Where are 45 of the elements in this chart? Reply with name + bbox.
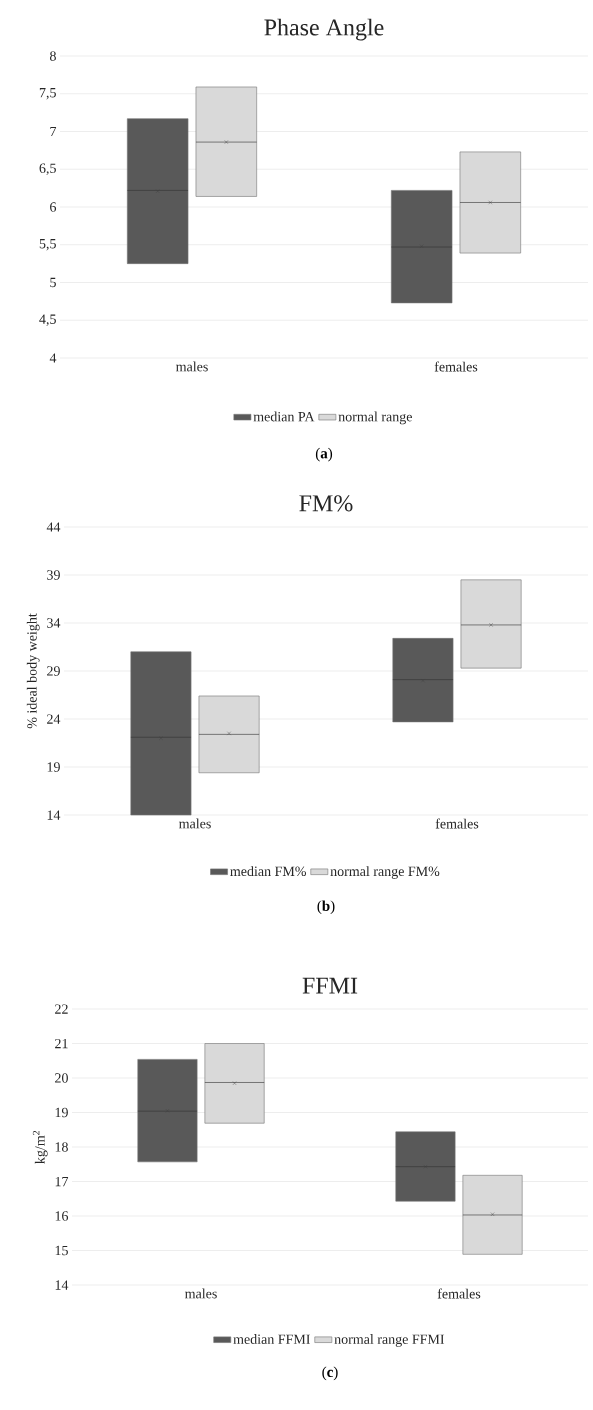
x-tick-label: males: [175, 361, 208, 372]
x-tick-label: males: [184, 1288, 217, 1299]
text: (c): [322, 1366, 338, 1381]
legend-label: normal range FFMI: [334, 1334, 445, 1347]
legend-label: median PA: [253, 411, 315, 422]
chart-title: Phase Angle: [264, 18, 384, 41]
y-tick-label: 17: [55, 1176, 69, 1187]
y-tick-label: 34: [47, 618, 61, 628]
y-tick-label: 44: [46, 522, 61, 532]
chart-title: FFMI: [302, 977, 358, 994]
y-tick-label: 4,5: [39, 314, 56, 326]
chart-title: FM%: [299, 495, 353, 512]
y-tick-label: 5,5: [39, 239, 56, 251]
x-tick-label: males: [178, 818, 211, 829]
y-tick-label: 29: [47, 666, 60, 676]
legend-label: normal range: [338, 411, 412, 425]
y-tick-label: 24: [47, 714, 61, 724]
x-tick-label: females: [434, 361, 478, 372]
legend-label: median FFMI: [233, 1334, 310, 1344]
y-tick-label: 39: [47, 570, 60, 580]
y-tick-label: 5: [50, 277, 56, 288]
y-tick-label: 20: [55, 1073, 68, 1083]
legend-label: median FM%: [230, 866, 306, 877]
y-tick-label: 14: [55, 1280, 69, 1290]
y-tick-label: 14: [47, 810, 61, 820]
y-tick-label: 16: [55, 1211, 69, 1221]
y-tick-label: 22: [55, 1004, 68, 1014]
y-tick-label: 15: [55, 1245, 68, 1256]
x-tick-label: females: [435, 818, 479, 829]
y-tick-label: 21: [55, 1038, 68, 1049]
y-tick-label: 8: [50, 51, 56, 61]
y-tick-label: 18: [55, 1142, 68, 1152]
y-tick-label: 19: [55, 1107, 68, 1118]
x-tick-label: females: [437, 1288, 481, 1299]
y-tick-label: 19: [47, 762, 60, 772]
y-tick-label: 6: [50, 202, 57, 212]
y-tick-label: 7: [50, 126, 57, 137]
legend-label: normal range FM%: [330, 866, 440, 879]
y-tick-label: 6,5: [39, 163, 56, 175]
y-tick-label: 7,5: [39, 88, 56, 100]
text: (b): [317, 900, 335, 914]
y-axis-title: % ideal body weight: [26, 613, 40, 729]
text: (a): [315, 447, 333, 462]
y-tick-label: 4: [49, 353, 57, 363]
y-axis-title: kg/m$^{2}$: [32, 1130, 48, 1164]
